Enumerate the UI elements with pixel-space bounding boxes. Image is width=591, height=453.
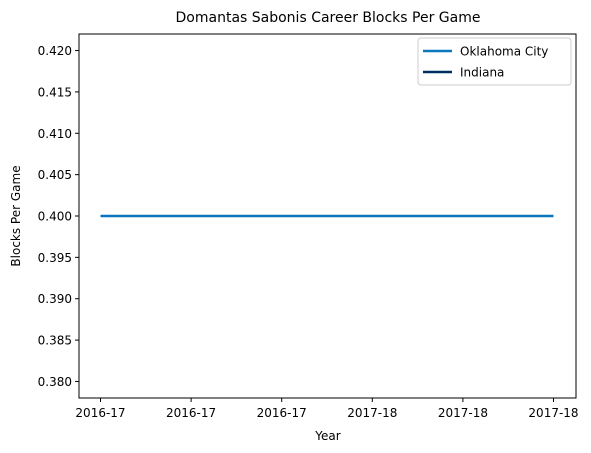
x-axis: 2016-17 2016-17 2016-17 2017-18 2017-18 2017-… [75, 398, 579, 420]
x-tick-label: 2016-17 [166, 406, 216, 420]
y-tick-label: 0.415 [38, 85, 72, 99]
chart-title: Domantas Sabonis Career Blocks Per Game [176, 10, 481, 26]
x-tick-label: 2017-18 [528, 406, 578, 420]
y-tick-label: 0.410 [38, 127, 72, 141]
y-axis: 0.380 0.385 0.390 0.395 0.400 0.405 0.410 0.415… [38, 44, 79, 389]
y-axis-label: Blocks Per Game [9, 165, 23, 266]
y-tick-label: 0.405 [38, 168, 72, 182]
y-tick-label: 0.390 [38, 292, 72, 306]
legend: Oklahoma City Indiana [417, 37, 572, 86]
x-axis-label: Year [314, 429, 340, 443]
y-tick-label: 0.420 [38, 44, 72, 58]
y-tick-label: 0.385 [38, 334, 72, 348]
y-tick-label: 0.380 [38, 375, 72, 389]
legend-label-1: Indiana [460, 66, 504, 80]
x-tick-label: 2017-18 [347, 406, 397, 420]
legend-label-0: Oklahoma City [460, 45, 548, 59]
legend-box [417, 37, 572, 86]
x-tick-label: 2016-17 [257, 406, 307, 420]
y-tick-label: 0.395 [38, 251, 72, 265]
x-tick-label: 2017-18 [438, 406, 488, 420]
x-tick-label: 2016-17 [75, 406, 125, 420]
y-tick-label: 0.400 [38, 210, 72, 224]
